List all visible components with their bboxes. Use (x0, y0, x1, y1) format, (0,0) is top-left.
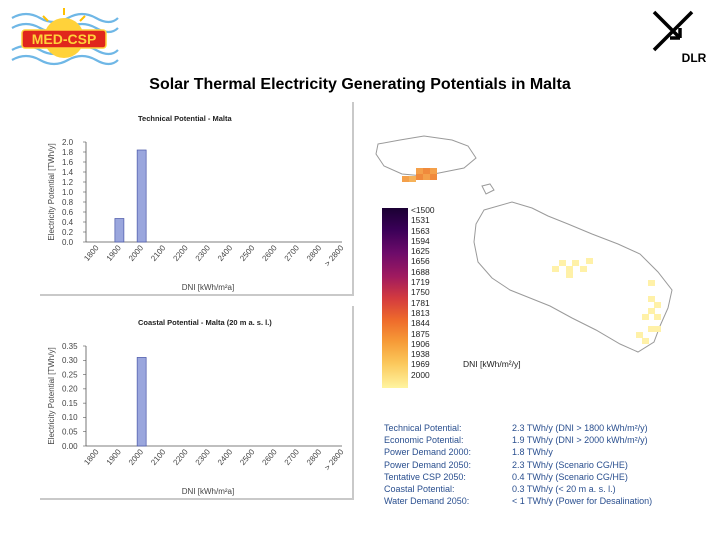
y-tick-label: 0.2 (62, 228, 74, 237)
dni-scale-label: 1781 (411, 297, 430, 308)
x-tick-label: 2000 (127, 447, 146, 467)
y-axis-label: Electricity Potential [TWh/y] (47, 347, 56, 444)
logo-text: MED-CSP (32, 31, 97, 47)
x-tick-label: 1800 (82, 243, 101, 263)
y-tick-label: 0.35 (62, 342, 78, 351)
dni-scale-label: 1531 (411, 215, 430, 226)
summary-row: Technical Potential: 2.3 TWh/y (DNI > 180… (384, 423, 648, 433)
dni-scale-label: 1563 (411, 225, 430, 236)
bar-2000 (136, 357, 147, 447)
y-tick-label: 1.2 (62, 178, 74, 187)
x-tick-label: 2600 (260, 243, 279, 263)
y-tick-label: 0.4 (62, 218, 74, 227)
dni-scale-label: 1750 (411, 287, 430, 298)
potential-summary: Technical Potential: 2.3 TWh/y (DNI > 180… (384, 422, 714, 507)
y-tick-label: 0.8 (62, 198, 74, 207)
dni-scale-label: <1500 (411, 205, 435, 215)
x-tick-label: 2200 (171, 447, 190, 467)
x-tick-label: 2500 (238, 243, 257, 263)
x-tick-label: 2100 (149, 447, 168, 467)
dni-scale-label: 1906 (411, 338, 430, 349)
y-tick-label: 1.4 (62, 168, 74, 177)
summary-row: Coastal Potential: 0.3 TWh/y (< 20 m a. s… (384, 484, 616, 495)
dni-scale-label: 1813 (411, 307, 430, 318)
dlr-logo: DLR (652, 10, 707, 65)
y-tick-label: 0.20 (62, 385, 78, 394)
dni-scale-label: 1719 (411, 277, 430, 288)
dni-scale-label: 1625 (411, 246, 430, 257)
dni-scale-label: 1844 (411, 318, 430, 329)
x-tick-label: > 2800 (323, 447, 346, 472)
x-axis-label: DNI [kWh/m²a] (182, 487, 234, 496)
gozo-dni-cells (402, 168, 437, 182)
comino-island (481, 183, 495, 195)
chart-technical-panel (40, 102, 354, 296)
chart-technical-potential: Technical Potential - Malta 0.00.20.40.60… (47, 114, 346, 292)
x-tick-label: 2000 (127, 243, 146, 263)
y-tick-label: 0.10 (62, 413, 78, 422)
gozo-island (375, 135, 477, 177)
x-axis-label: DNI [kWh/m²a] (182, 283, 234, 292)
x-tick-label: 2300 (194, 243, 213, 263)
chart-coastal-panel (40, 306, 354, 500)
x-tick-label: 2800 (305, 243, 324, 263)
med-csp-logo: MED-CSP (11, 8, 119, 66)
page-title: Solar Thermal Electricity Generating Pot… (149, 76, 571, 93)
x-tick-label: 2700 (283, 243, 302, 263)
dni-scale-label: 1688 (411, 266, 430, 277)
y-tick-label: 2.0 (62, 138, 74, 147)
x-tick-label: 2400 (216, 447, 235, 467)
y-tick-label: 1.0 (62, 188, 74, 197)
chart-coastal-potential: Coastal Potential - Malta (20 m a. s. l.… (47, 318, 346, 496)
x-tick-label: 2800 (305, 447, 324, 467)
y-tick-label: 0.00 (62, 442, 78, 451)
x-tick-label: 1800 (82, 447, 101, 467)
x-tick-label: > 2800 (323, 243, 346, 268)
chart-title: Technical Potential - Malta (138, 114, 232, 123)
y-axis-label: Electricity Potential [TWh/y] (47, 143, 56, 240)
dni-scale-labels: <1500 1531 1563 1594 1625 1656 1688 1719 1750 178… (411, 205, 451, 380)
y-tick-label: 0.25 (62, 370, 78, 379)
y-tick-label: 0.15 (62, 399, 78, 408)
x-tick-label: 2200 (171, 243, 190, 263)
dni-scale-label: 1875 (411, 328, 430, 339)
dni-color-scale (382, 208, 408, 388)
y-tick-label: 0.05 (62, 428, 78, 437)
dlr-text: DLR (682, 51, 707, 65)
malta-island (473, 201, 673, 353)
dni-scale-label: 1938 (411, 349, 430, 360)
y-tick-label: 1.6 (62, 158, 74, 167)
malta-dni-map (375, 135, 673, 353)
x-tick-label: 2400 (216, 243, 235, 263)
summary-row: Tentative CSP 2050: 0.4 TWh/y (Scenario C… (384, 471, 628, 482)
summary-row: Power Demand 2000: 1.8 TWh/y (384, 447, 553, 458)
summary-row: Power Demand 2050: 2.3 TWh/y (Scenario CG… (384, 459, 628, 470)
summary-row: Water Demand 2050: < 1 TWh/y (Power for D… (384, 496, 653, 507)
x-tick-label: 2100 (149, 243, 168, 263)
dni-scale-label: 1656 (411, 256, 430, 267)
x-tick-label: 1900 (105, 447, 124, 467)
bar-1900 (114, 218, 125, 243)
y-tick-label: 0.30 (62, 356, 78, 365)
y-tick-label: 0.6 (62, 208, 74, 217)
dni-unit-label: DNI [kWh/m²/y] (463, 359, 521, 369)
x-tick-label: 2300 (194, 447, 213, 467)
bar-2000 (136, 149, 147, 243)
chart-title: Coastal Potential - Malta (20 m a. s. l.… (138, 318, 272, 327)
x-tick-label: 2600 (260, 447, 279, 467)
malta-dni-cells (552, 258, 661, 344)
dni-scale-label: 2000 (411, 369, 430, 380)
dni-scale-label: 1594 (411, 235, 430, 246)
summary-row: Economic Potential: 1.9 TWh/y (DNI > 2000… (384, 435, 648, 446)
x-tick-label: 1900 (105, 243, 124, 263)
y-tick-label: 1.8 (62, 148, 74, 157)
x-tick-label: 2500 (238, 447, 257, 467)
dni-scale-label: 1969 (411, 359, 430, 370)
y-tick-label: 0.0 (62, 238, 74, 247)
x-tick-label: 2700 (283, 447, 302, 467)
